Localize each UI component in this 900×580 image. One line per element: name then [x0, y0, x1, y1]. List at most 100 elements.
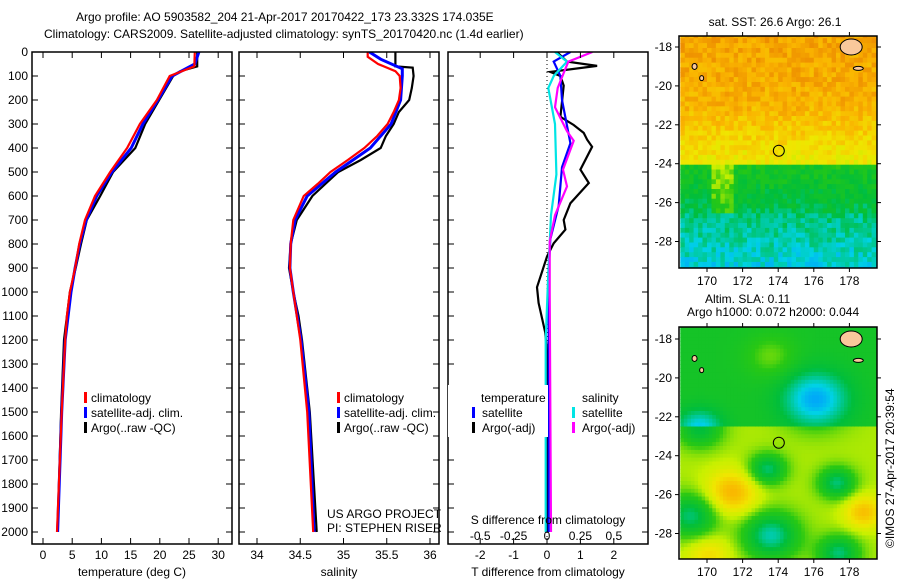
lat-tick-label: -26: [655, 196, 673, 210]
depth-tick-label: 900: [8, 261, 28, 275]
legend-swatch-s-satellite: [572, 407, 575, 418]
header-line2: Climatology: CARS2009. Satellite-adjuste…: [44, 27, 524, 41]
depth-tick-label: 1300: [1, 357, 28, 371]
profile-plots: 0 5 10 15 20 25 30 34 34.5 35 35.5 36 -2 -1 0 1 20100200…: [1, 45, 649, 562]
lon-tick-label: 176: [804, 565, 824, 579]
argo-float-location-marker: [772, 144, 785, 157]
x-tick-label: 35: [337, 548, 351, 562]
lat-tick-label: -24: [655, 157, 673, 171]
depth-tick-label: 1400: [1, 381, 28, 395]
depth-tick-label: 2000: [1, 525, 28, 539]
temperature-legend: climatology satellite-adj. clim. Argo(..…: [84, 391, 183, 435]
x-tick-label: 34.5: [289, 548, 313, 562]
series-line-salinity-argo-adj-: [548, 52, 593, 533]
header-line1: Argo profile: AO 5903582_204 21-Apr-2017…: [76, 10, 494, 24]
lat-tick-label: -18: [655, 40, 673, 54]
s-diff-tick-label: 0.5: [605, 529, 622, 543]
legend-label: satellite: [582, 406, 623, 420]
series-line-climatology: [55, 52, 196, 533]
x-tick-label: -2: [475, 548, 486, 562]
x-tick-label: 0: [544, 548, 551, 562]
depth-tick-label: 300: [8, 117, 28, 131]
lat-tick-label: -24: [655, 449, 673, 463]
x-tick-label: 0: [40, 548, 47, 562]
lat-tick-label: -28: [655, 235, 673, 249]
depth-tick-label: 1100: [2, 309, 28, 323]
lon-tick-label: 176: [804, 274, 824, 288]
x-tick-label: -1: [508, 548, 519, 562]
island: [691, 62, 698, 70]
legend-label: Argo(-adj): [482, 421, 535, 435]
legend-label: Argo(-adj): [582, 421, 635, 435]
depth-tick-label: 1000: [1, 285, 28, 299]
x-tick-label: 20: [153, 548, 167, 562]
lat-tick-label: -22: [655, 410, 673, 424]
sla-map-subtitle: Argo h1000: 0.072 h2000: 0.044: [687, 305, 859, 319]
legend-swatch-argo: [84, 422, 87, 433]
depth-tick-label: 1700: [1, 453, 28, 467]
island: [699, 367, 705, 374]
x-tick-label: 5: [69, 548, 76, 562]
s-diff-tick-label: -0.25: [500, 529, 528, 543]
legend-header: salinity: [582, 391, 619, 405]
sst-map-title: sat. SST: 26.6 Argo: 26.1: [709, 15, 842, 29]
temperature-axis-title: temperature (deg C): [78, 565, 186, 579]
depth-tick-label: 1900: [1, 501, 28, 515]
legend-background: [566, 385, 640, 437]
panel-frame: [238, 51, 440, 545]
series-line-satellite-adj-clim-: [56, 52, 201, 533]
island: [852, 357, 864, 363]
depth-tick-label: 200: [8, 93, 28, 107]
lat-tick-label: -20: [655, 79, 673, 93]
x-tick-label: 15: [124, 548, 138, 562]
legend-swatch-argo: [337, 422, 340, 433]
panel-frame: [447, 51, 649, 545]
lon-tick-label: 172: [733, 565, 753, 579]
s-difference-axis-title: S difference from climatology: [471, 513, 626, 527]
x-tick-label: 35.5: [375, 548, 399, 562]
lat-tick-label: -26: [655, 488, 673, 502]
legend-swatch-satellite: [84, 407, 87, 418]
x-tick-label: 25: [182, 548, 196, 562]
map-field: [680, 36, 877, 268]
legend-label: satellite-adj. clim.: [91, 406, 183, 420]
island-fiji: [839, 38, 863, 56]
legend-label: satellite: [482, 406, 523, 420]
lon-tick-label: 172: [733, 274, 753, 288]
argo-float-location-marker: [772, 436, 785, 449]
series-line-climatology: [288, 52, 402, 533]
sla-map: 170 172 174 176 178 -18 -20 -22 -24 -26 -28: [655, 323, 881, 579]
lon-tick-label: 178: [839, 565, 859, 579]
depth-tick-label: 500: [8, 165, 28, 179]
s-diff-tick-label: -0.5: [470, 529, 491, 543]
legend-label: climatology: [91, 391, 151, 405]
depth-tick-label: 0: [21, 45, 28, 59]
lat-tick-label: -28: [655, 527, 673, 541]
legend-label: Argo(..raw -QC): [91, 421, 176, 435]
depth-tick-label: 600: [8, 189, 28, 203]
x-tick-label: 10: [95, 548, 109, 562]
series-line-satellite-adj-clim-: [288, 52, 404, 533]
lon-tick-label: 174: [768, 274, 788, 288]
legend-label: climatology: [344, 391, 404, 405]
depth-tick-label: 1600: [1, 429, 28, 443]
lon-tick-label: 170: [697, 274, 717, 288]
legend-swatch-s-argo: [572, 422, 575, 433]
salinity-legend: climatology satellite-adj. clim. Argo(..…: [337, 391, 436, 435]
depth-tick-label: 100: [8, 69, 28, 83]
lat-tick-label: -22: [655, 118, 673, 132]
island: [699, 75, 705, 82]
map-field: [680, 327, 877, 559]
series-line-temperature-argo-adj-: [535, 52, 598, 532]
depth-tick-label: 700: [8, 213, 28, 227]
series-line-argo-raw-qc-: [287, 52, 415, 533]
legend-label: Argo(..raw -QC): [344, 421, 429, 435]
sla-map-title: Altim. SLA: 0.11: [705, 292, 790, 306]
depth-tick-label: 1800: [1, 477, 28, 491]
lon-tick-label: 178: [839, 274, 859, 288]
salinity-axis-title: salinity: [321, 565, 358, 579]
series-line-temperature-satellite: [547, 52, 572, 532]
legend-label: satellite-adj. clim.: [344, 406, 436, 420]
